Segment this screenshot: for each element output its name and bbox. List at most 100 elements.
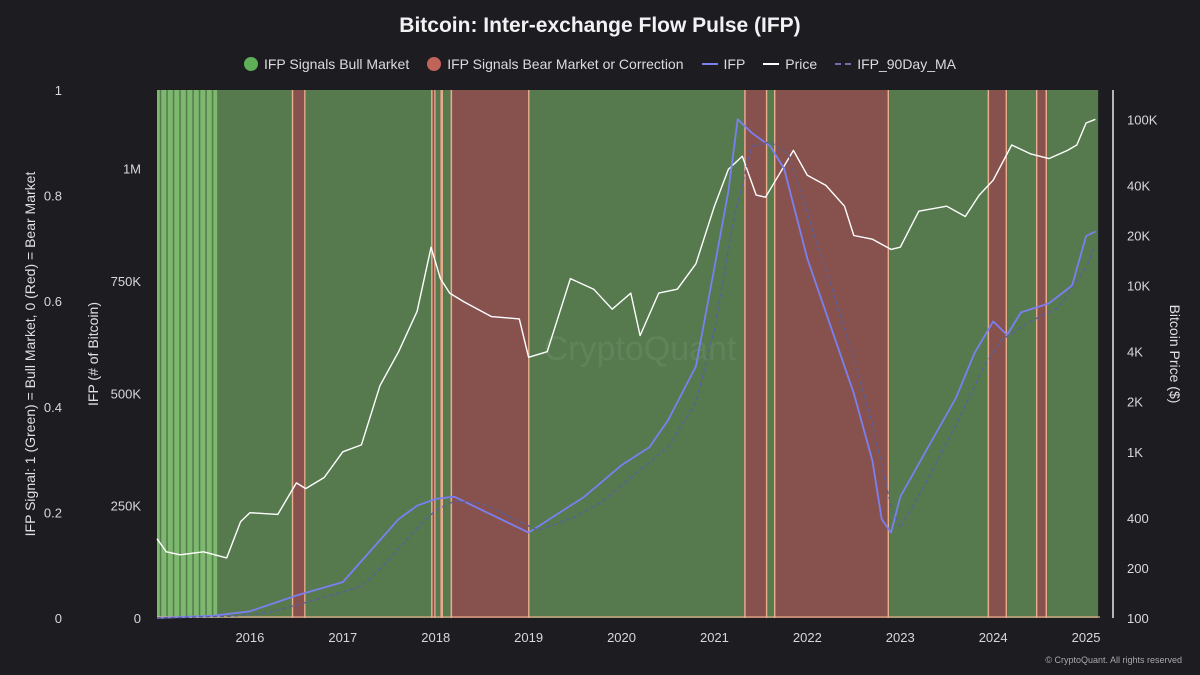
signal-band-bull bbox=[443, 90, 451, 618]
legend-label: IFP Signals Bull Market bbox=[263, 56, 410, 72]
price-tick-label: 4K bbox=[1127, 345, 1143, 360]
chart-title: Bitcoin: Inter-exchange Flow Pulse (IFP) bbox=[399, 14, 801, 37]
signal-band-bull bbox=[435, 90, 441, 618]
band-edge bbox=[744, 90, 746, 618]
band-edge bbox=[431, 90, 433, 618]
signal-band-bull bbox=[1047, 90, 1099, 618]
band-edge bbox=[441, 90, 444, 618]
band-edge bbox=[528, 90, 530, 618]
signal-band-bull bbox=[305, 90, 432, 618]
band-edge bbox=[1005, 90, 1008, 618]
signal-band-bull bbox=[767, 90, 774, 618]
band-edge bbox=[440, 90, 442, 618]
legend-item[interactable]: IFP bbox=[701, 56, 746, 72]
signal-band-bear bbox=[450, 90, 530, 618]
ifp-tick-label: 750K bbox=[111, 274, 142, 289]
signal-band-bull bbox=[217, 90, 292, 618]
price-tick-label: 2K bbox=[1127, 395, 1143, 410]
x-tick-label: 2023 bbox=[886, 630, 915, 645]
signal-band-bear bbox=[744, 90, 768, 618]
legend-item[interactable]: Price bbox=[763, 56, 817, 72]
legend: IFP Signals Bull Market IFP Signals Bear … bbox=[0, 56, 1200, 72]
signal-band-bear bbox=[773, 90, 890, 618]
price-tick-label: 100K bbox=[1127, 112, 1158, 127]
signal-tick-label: 0.4 bbox=[44, 400, 62, 415]
signal-tick-label: 0.2 bbox=[44, 505, 62, 520]
legend-marker bbox=[763, 63, 780, 65]
ifp-axis-label: IFP (# of Bitcoin) bbox=[85, 302, 101, 406]
watermark: CryptoQuant bbox=[544, 330, 737, 368]
x-tick-label: 2025 bbox=[1072, 630, 1101, 645]
signal-stripe bbox=[211, 90, 214, 618]
legend-marker bbox=[243, 57, 258, 71]
signal-stripe bbox=[172, 90, 175, 618]
signal-band-bull bbox=[529, 90, 745, 618]
band-edge bbox=[987, 90, 990, 618]
axis-ticks: 2016 2017 2018 2019 2020 2021 2022 2023 2024 2025… bbox=[44, 83, 1158, 645]
legend-label: IFP Signals Bear Market or Correction bbox=[447, 56, 684, 72]
signal-stripe bbox=[192, 90, 194, 618]
signal-axis-label: IFP Signal: 1 (Green) = Bull Market, 0 (… bbox=[22, 172, 38, 537]
band-edge bbox=[887, 90, 890, 618]
series-lines bbox=[156, 118, 1097, 619]
band-edge bbox=[765, 90, 768, 618]
x-tick-label: 2019 bbox=[514, 630, 543, 645]
x-tick-label: 2020 bbox=[607, 630, 636, 645]
baseline bbox=[157, 616, 1100, 618]
signal-stripe bbox=[159, 90, 162, 618]
price-tick-label: 200 bbox=[1127, 561, 1149, 576]
series-ifp bbox=[156, 118, 1096, 619]
x-tick-label: 2017 bbox=[328, 630, 357, 645]
copyright: © CryptoQuant. All rights reserved bbox=[1045, 655, 1182, 665]
price-tick-label: 1K bbox=[1127, 445, 1143, 460]
legend-marker bbox=[701, 63, 718, 65]
signal-band-bull bbox=[1007, 90, 1036, 618]
x-tick-label: 2021 bbox=[700, 630, 729, 645]
legend-marker bbox=[427, 57, 442, 71]
signal-band-bear bbox=[431, 90, 436, 618]
band-edge bbox=[291, 90, 294, 618]
legend-item[interactable]: IFP_90Day_MA bbox=[835, 56, 956, 72]
legend-item[interactable]: IFP Signals Bear Market or Correction bbox=[427, 56, 684, 72]
signal-band-bull bbox=[889, 90, 988, 618]
signal-tick-label: 0.8 bbox=[44, 189, 62, 204]
signal-stripe bbox=[205, 90, 207, 618]
x-tick-label: 2016 bbox=[235, 630, 264, 645]
price-axis-label: Bitcoin Price ($) bbox=[1167, 305, 1183, 404]
ifp-tick-label: 500K bbox=[111, 386, 142, 401]
signal-tick-label: 0.6 bbox=[44, 294, 62, 309]
ifp-tick-label: 1M bbox=[123, 162, 141, 177]
signal-bands bbox=[157, 90, 1100, 618]
legend-item[interactable]: IFP Signals Bull Market bbox=[243, 56, 410, 72]
price-tick-label: 40K bbox=[1127, 178, 1150, 193]
legend-marker bbox=[835, 63, 852, 65]
band-edge bbox=[1035, 90, 1038, 618]
band-edge bbox=[773, 90, 776, 618]
legend-label: IFP_90Day_MA bbox=[857, 56, 957, 72]
signal-stripe bbox=[198, 90, 201, 618]
signal-tick-label: 1 bbox=[55, 83, 62, 98]
price-tick-label: 20K bbox=[1127, 228, 1150, 243]
x-tick-label: 2022 bbox=[793, 630, 822, 645]
x-tick-label: 2024 bbox=[979, 630, 1008, 645]
band-edge bbox=[304, 90, 306, 618]
ifp-tick-label: 0 bbox=[134, 611, 141, 626]
signal-band-bear bbox=[987, 90, 1008, 618]
legend-label: Price bbox=[785, 56, 818, 72]
series-price bbox=[156, 118, 1096, 559]
series-ifp-90day-ma bbox=[156, 140, 1097, 619]
signal-stripe bbox=[166, 90, 168, 618]
x-tick-label: 2018 bbox=[421, 630, 450, 645]
band-edge bbox=[1045, 90, 1048, 618]
price-tick-label: 400 bbox=[1127, 511, 1149, 526]
signal-stripe bbox=[185, 90, 188, 618]
signal-band-bear bbox=[291, 90, 306, 618]
signal-band-bear bbox=[1035, 90, 1048, 618]
signal-tick-label: 0 bbox=[55, 611, 62, 626]
ifp-tick-label: 250K bbox=[111, 499, 142, 514]
price-tick-label: 10K bbox=[1127, 279, 1150, 294]
signal-stripe bbox=[179, 90, 181, 618]
price-tick-label: 100 bbox=[1127, 611, 1149, 626]
legend-label: IFP bbox=[723, 56, 746, 72]
